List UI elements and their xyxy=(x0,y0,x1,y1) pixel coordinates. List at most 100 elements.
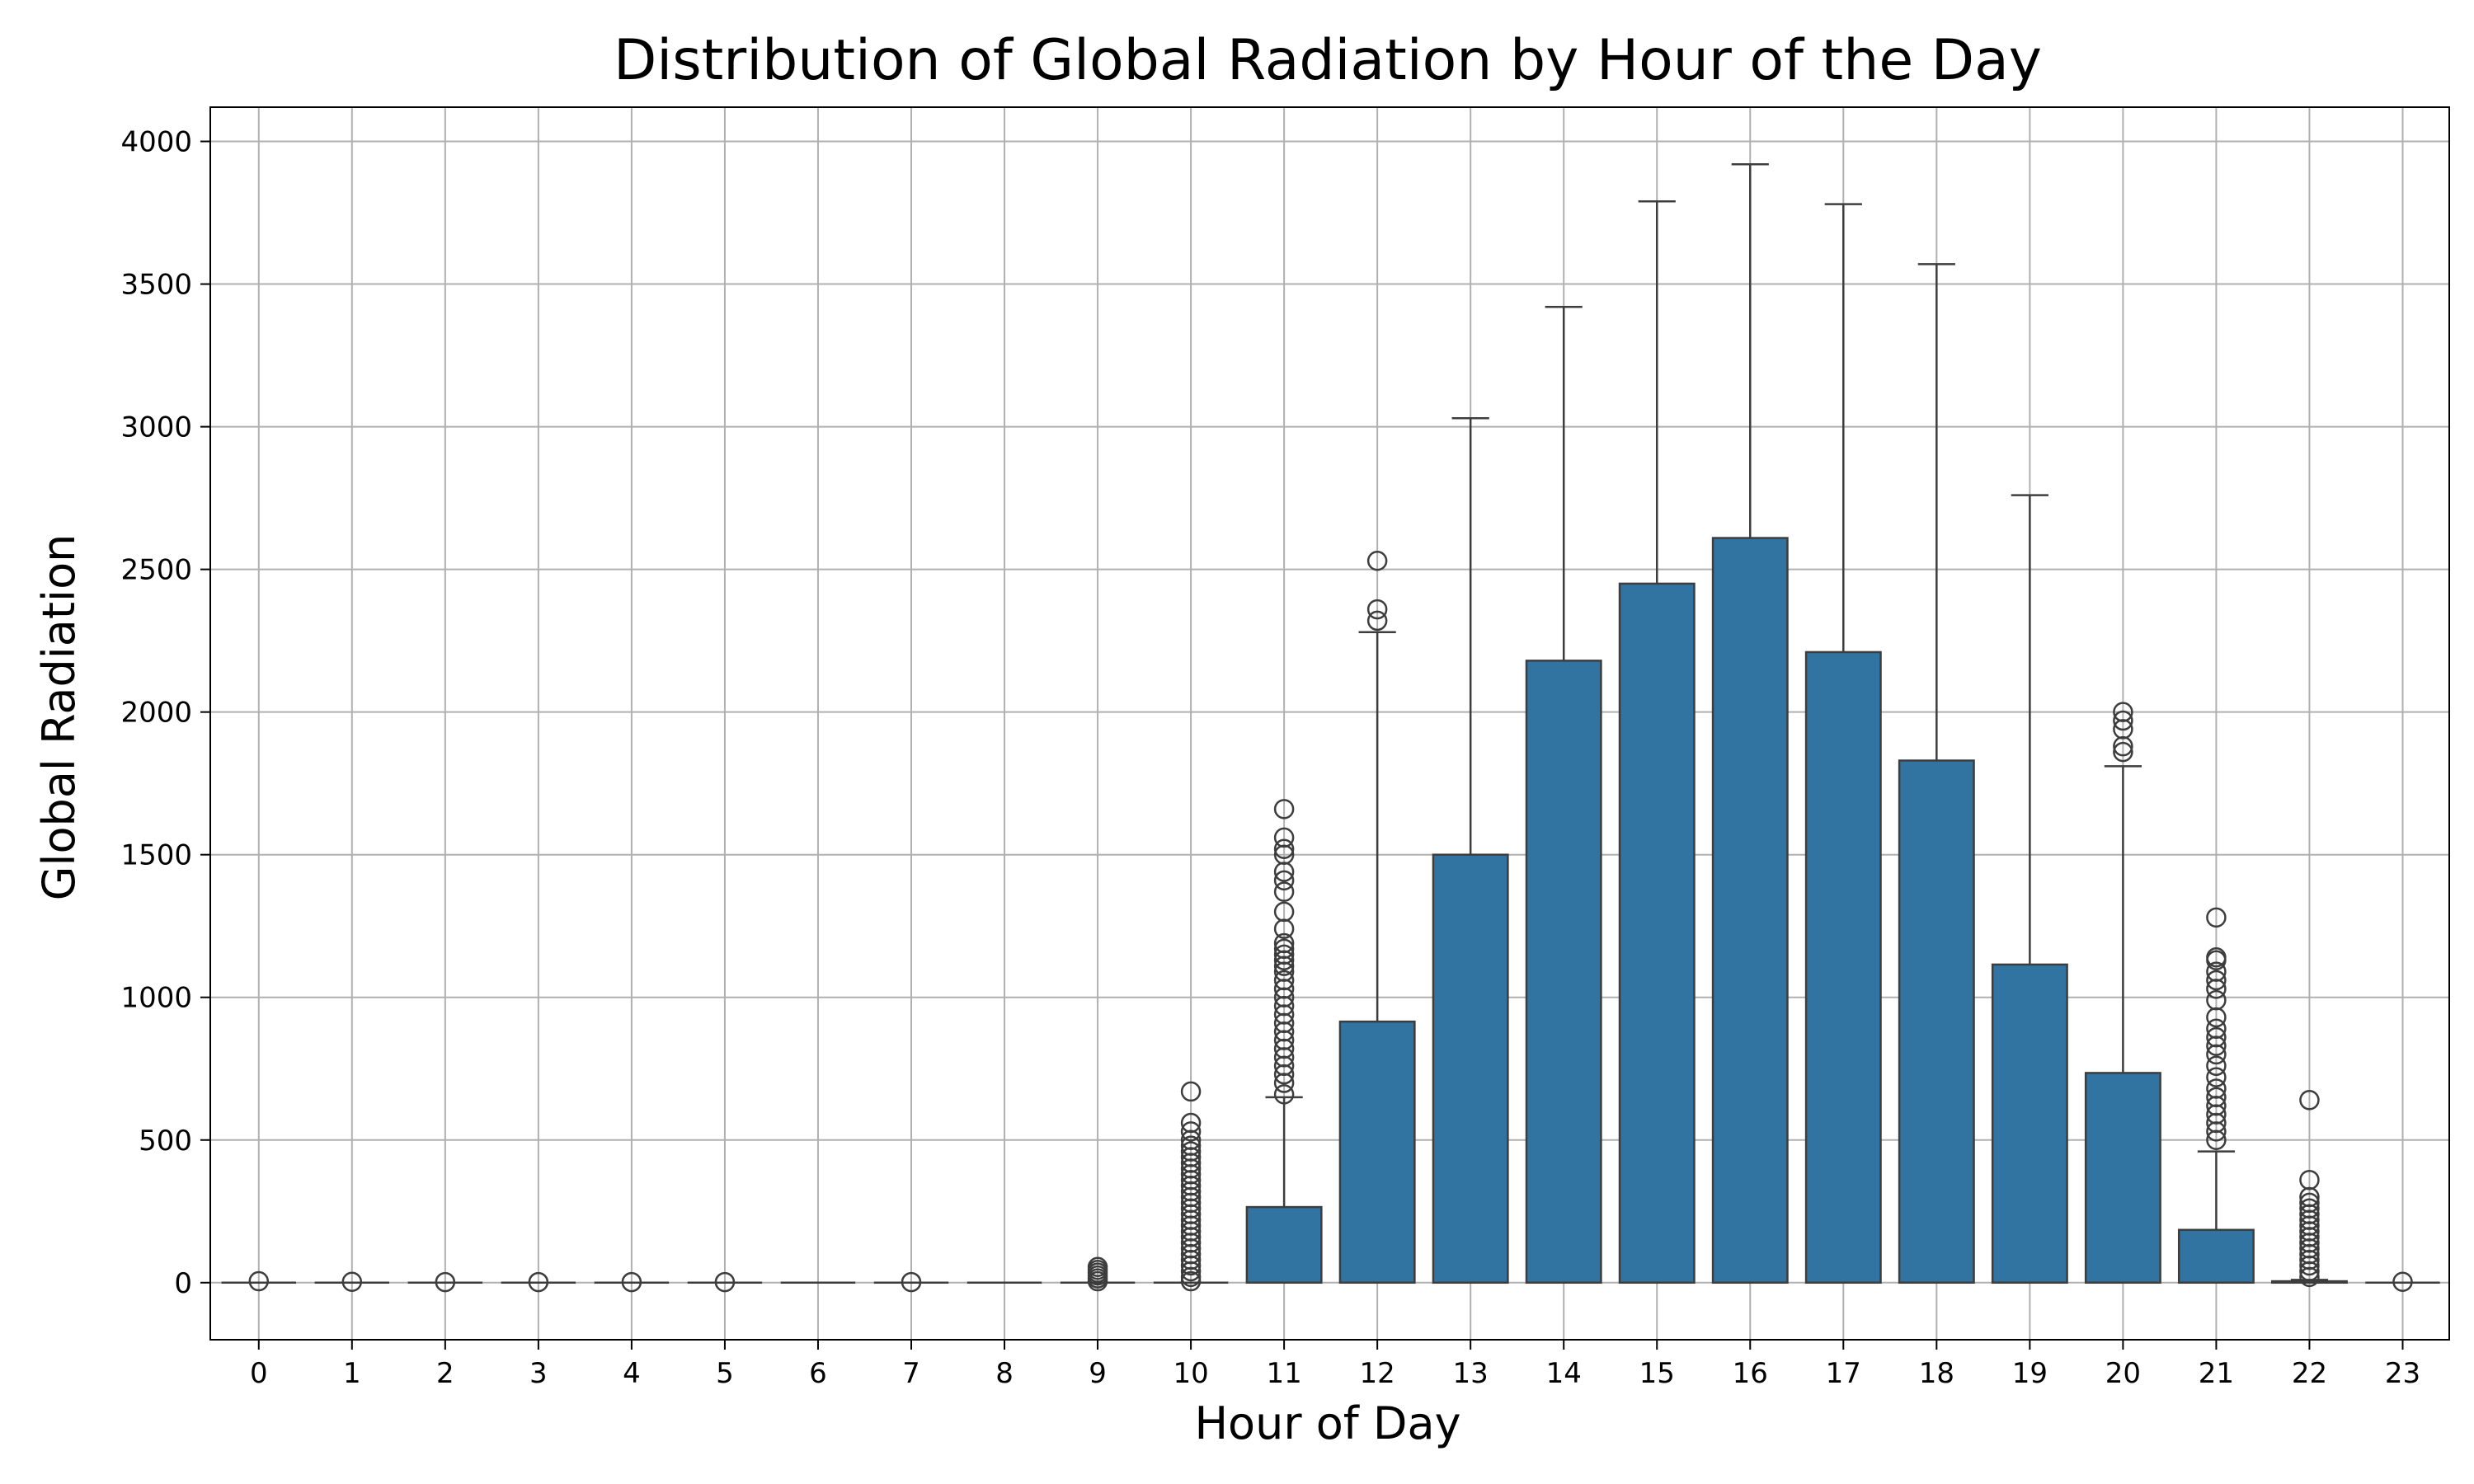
outlier-point xyxy=(2113,741,2133,763)
box-hour-0 xyxy=(221,1270,296,1292)
outlier-point xyxy=(2299,1192,2320,1214)
y-tick-label: 3000 xyxy=(120,411,192,444)
box-iqr xyxy=(2084,1072,2161,1284)
y-tick-label: 2500 xyxy=(120,554,192,587)
box-iqr xyxy=(1525,660,1602,1284)
x-tick-label: 7 xyxy=(902,1357,920,1390)
box-hour-17 xyxy=(1804,203,1882,1284)
x-tick-label: 19 xyxy=(2012,1357,2048,1390)
x-tick-label: 6 xyxy=(809,1357,827,1390)
box-hour-14 xyxy=(1525,305,1602,1284)
outlier-point xyxy=(2206,1026,2227,1048)
x-tick-label: 12 xyxy=(1360,1357,1395,1390)
outlier-point xyxy=(2206,907,2227,928)
outlier-point xyxy=(2206,1078,2227,1099)
box-iqr xyxy=(1245,1205,1323,1284)
x-tick-label: 10 xyxy=(1173,1357,1208,1390)
box-hour-21 xyxy=(2177,907,2255,1284)
outlier-point xyxy=(2206,1067,2227,1087)
x-axis-label: Hour of Day xyxy=(1194,1397,1460,1449)
box-hour-13 xyxy=(1432,416,1509,1284)
box-hour-11 xyxy=(1245,799,1323,1284)
outlier-point xyxy=(1273,970,1295,991)
box-hour-10 xyxy=(1153,1081,1229,1292)
outlier-point xyxy=(2206,1087,2227,1108)
outlier-point xyxy=(1273,944,1295,965)
box-hour-18 xyxy=(1898,263,1975,1284)
outlier-point xyxy=(1087,1256,1108,1278)
x-tick-label: 20 xyxy=(2105,1357,2141,1390)
outlier-point xyxy=(248,1270,270,1292)
y-tick-label: 2000 xyxy=(120,697,192,730)
y-tick-label: 0 xyxy=(174,1267,192,1300)
x-tick-label: 2 xyxy=(436,1357,454,1390)
box-hour-1 xyxy=(314,1271,390,1292)
outlier-point xyxy=(1273,881,1295,902)
box-hour-22 xyxy=(2270,1090,2348,1288)
outlier-point xyxy=(2206,970,2227,991)
x-tick-label: 4 xyxy=(623,1357,641,1390)
plot-frame xyxy=(209,106,2450,1341)
x-tick-label: 14 xyxy=(1546,1357,1582,1390)
box-hour-3 xyxy=(501,1271,576,1293)
box-iqr xyxy=(1338,1020,1416,1284)
outlier-point xyxy=(1273,932,1295,954)
outlier-point xyxy=(2299,1090,2320,1111)
outlier-point xyxy=(435,1271,456,1293)
x-tick-label: 1 xyxy=(343,1357,361,1390)
y-tick-label: 1000 xyxy=(120,982,192,1015)
box-hour-19 xyxy=(1991,494,2068,1284)
outlier-point xyxy=(1366,610,1388,632)
box-iqr xyxy=(1991,963,2068,1284)
outlier-point xyxy=(2206,1055,2227,1077)
box-hour-23 xyxy=(2365,1271,2440,1292)
boxes xyxy=(221,162,2440,1293)
y-axis-label: Global Radiation xyxy=(33,534,85,901)
box-hour-15 xyxy=(1618,200,1696,1284)
outlier-point xyxy=(1180,1135,1202,1156)
outlier-point xyxy=(2206,947,2227,968)
outlier-point xyxy=(2299,1169,2320,1190)
chart-title: Distribution of Global Radiation by Hour… xyxy=(614,28,2042,93)
outlier-point xyxy=(528,1271,549,1293)
outlier-point xyxy=(621,1271,642,1293)
box-iqr xyxy=(1432,853,1509,1284)
outlier-point xyxy=(2206,1018,2227,1040)
y-tick-label: 500 xyxy=(139,1125,192,1158)
x-tick-label: 22 xyxy=(2292,1357,2327,1390)
outlier-point xyxy=(2113,710,2133,731)
outlier-point xyxy=(1273,901,1295,923)
box-hour-4 xyxy=(594,1271,670,1293)
y-tick-label: 4000 xyxy=(120,126,192,159)
outlier-point xyxy=(2206,961,2227,982)
x-tick-label: 9 xyxy=(1089,1357,1107,1390)
box-hour-9 xyxy=(1060,1256,1136,1292)
x-tick-label: 11 xyxy=(1266,1357,1301,1390)
outlier-point xyxy=(1366,550,1388,571)
outlier-point xyxy=(1366,599,1388,620)
box-hour-7 xyxy=(873,1271,949,1293)
x-tick-label: 18 xyxy=(1919,1357,1954,1390)
outlier-point xyxy=(1273,838,1295,860)
outlier-point xyxy=(2392,1271,2413,1292)
x-tick-label: 8 xyxy=(995,1357,1014,1390)
x-tick-label: 21 xyxy=(2199,1357,2234,1390)
x-tick-label: 17 xyxy=(1826,1357,1861,1390)
x-tick-label: 23 xyxy=(2385,1357,2420,1390)
box-hour-2 xyxy=(407,1271,483,1293)
box-iqr xyxy=(2177,1228,2255,1284)
outlier-point xyxy=(1273,799,1295,819)
outlier-point xyxy=(1273,1084,1295,1105)
outlier-point xyxy=(1273,938,1295,960)
y-tick-label: 3500 xyxy=(120,269,192,302)
x-tick-label: 15 xyxy=(1639,1357,1675,1390)
x-tick-label: 5 xyxy=(716,1357,734,1390)
box-iqr xyxy=(1804,650,1882,1284)
outlier-point xyxy=(341,1271,363,1292)
outlier-point xyxy=(1180,1112,1202,1134)
box-iqr xyxy=(1711,537,1789,1284)
outlier-point xyxy=(2206,989,2227,1011)
box-hour-20 xyxy=(2084,702,2161,1284)
